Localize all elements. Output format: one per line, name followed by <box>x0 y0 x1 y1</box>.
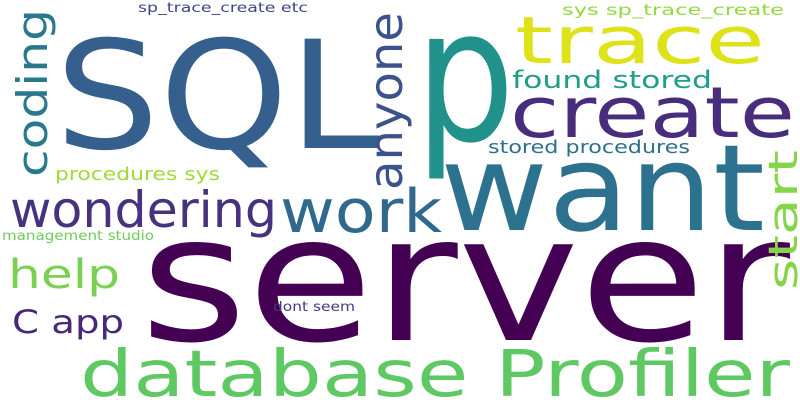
word-server: server <box>140 179 790 382</box>
word-start: start <box>761 150 800 290</box>
word-sys-sp-trace-create: sys sp_trace_create <box>562 1 784 20</box>
word-trace: trace <box>515 4 765 79</box>
word-found-stored: found stored <box>512 66 712 94</box>
word-stored-procedures: stored procedures <box>488 137 690 158</box>
word-sp-trace-create-etc: sp_trace_create etc <box>138 1 308 16</box>
word-wondering: wondering <box>10 181 277 239</box>
word-p: p <box>415 0 515 184</box>
word-want: want <box>440 120 765 259</box>
word-create: create <box>510 72 795 154</box>
word-sql: SQL <box>55 10 380 184</box>
word-dont-seem: dont seem <box>273 300 355 315</box>
word-c-app: C app <box>12 303 124 341</box>
word-procedures-sys: procedures sys <box>55 164 220 185</box>
word-database-profiler: database Profiler <box>80 338 791 400</box>
word-anyone: anyone <box>359 12 413 190</box>
word-help: help <box>8 252 120 298</box>
word-work: work <box>280 177 442 247</box>
word-management-studio: management studio <box>2 229 154 244</box>
word-coding: coding <box>8 9 57 177</box>
